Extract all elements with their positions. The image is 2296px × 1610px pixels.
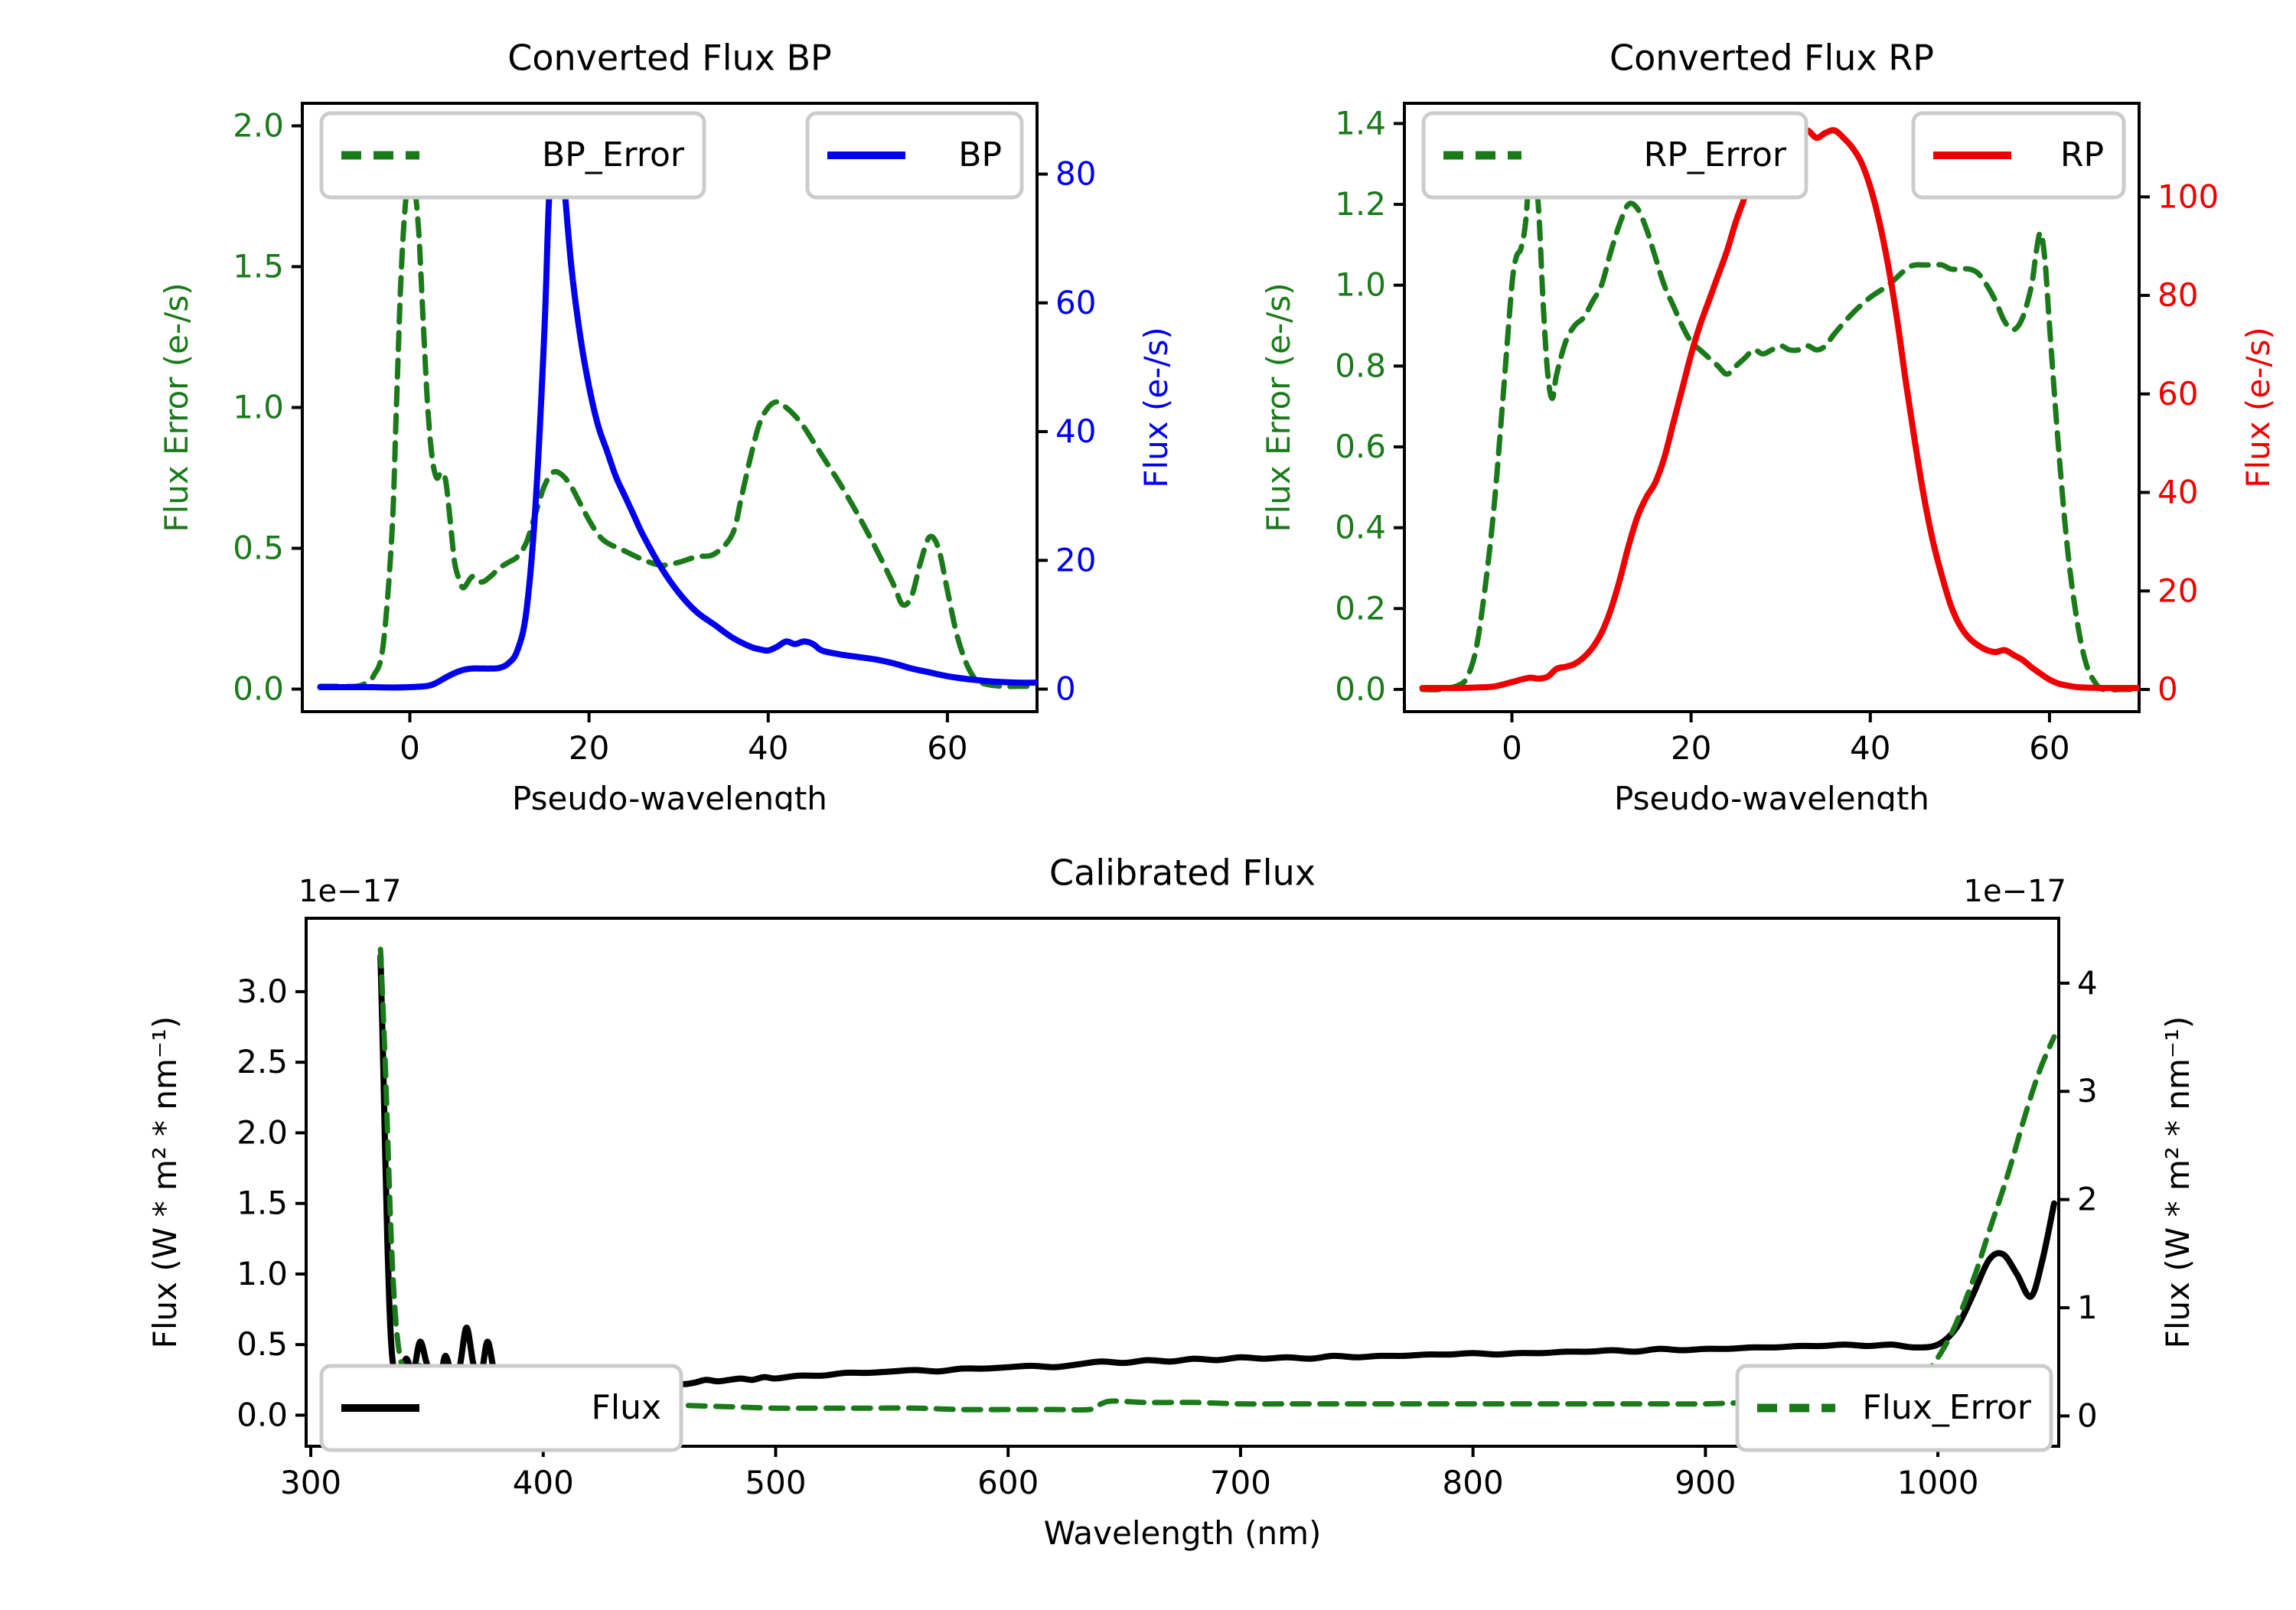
legend-rp[interactable]: RP	[1911, 111, 2126, 200]
legend-box	[1911, 111, 2126, 200]
legend-box	[319, 111, 706, 200]
series-rp-error	[1419, 158, 2139, 693]
chart-calibrated-flux: Calibrated Flux 1e−17 1e−17 300 400 500 600 700…	[146, 852, 2197, 1553]
y-tick-label-right: 1	[2077, 1289, 2098, 1326]
legend-label: Flux_Error	[1862, 1388, 2032, 1427]
y-axis-offset-right: 1e−17	[1964, 874, 2066, 909]
legend-bp[interactable]: BP	[805, 111, 1024, 200]
y-tick-label-right: 0	[1055, 670, 1076, 708]
x-tick-label: 800	[1443, 1464, 1504, 1501]
plot-frame	[1403, 102, 2141, 713]
y-tick-label-right: 40	[1055, 412, 1096, 450]
y-tick-label-right: 2	[2077, 1181, 2098, 1218]
chart-converted-flux-bp: Converted Flux BP 0 20 40 60 Pseudo-wavelengt…	[158, 37, 1175, 818]
y-tick-label-right: 40	[2157, 474, 2198, 511]
y-tick-label-right: 60	[2157, 375, 2198, 412]
x-tick-label: 300	[280, 1464, 341, 1501]
panel-converted-flux-rp: Converted Flux RP 0 20 40 60 Pseudo-wavelengt…	[1102, 0, 2296, 818]
y-tick-label-left: 1.5	[233, 247, 284, 285]
legend-box	[1421, 111, 1808, 200]
y-tick-label-left: 0.5	[233, 530, 284, 567]
chart-title: Converted Flux BP	[507, 37, 832, 79]
legend-label: RP_Error	[1644, 135, 1787, 174]
y-tick-label-left: 2.5	[236, 1043, 288, 1080]
y-tick-label-left: 0.6	[1335, 428, 1386, 465]
x-tick-label: 20	[1671, 729, 1711, 767]
chart-title: Calibrated Flux	[1049, 852, 1316, 894]
chart-converted-flux-rp: Converted Flux RP 0 20 40 60 Pseudo-wavelengt…	[1260, 37, 2277, 818]
legend-label: RP	[2060, 135, 2104, 174]
x-tick-label: 500	[745, 1464, 806, 1501]
legend-box	[805, 111, 1024, 200]
panel-calibrated-flux: Calibrated Flux 1e−17 1e−17 300 400 500 600 700…	[0, 796, 2296, 1607]
x-tick-label: 0	[400, 729, 420, 767]
x-tick-label: 700	[1210, 1464, 1271, 1501]
series-bp	[317, 122, 1037, 691]
y-axis-label-left: Flux (W * m² * nm⁻¹)	[146, 1016, 184, 1349]
series-bp-error	[317, 172, 1037, 689]
y-tick-label-left: 1.0	[236, 1255, 288, 1292]
y-axis-label-left: Flux Error (e-/s)	[1260, 282, 1297, 532]
y-tick-label-right: 0	[2157, 670, 2178, 708]
x-tick-label: 40	[748, 729, 788, 767]
x-tick-label: 60	[927, 729, 967, 767]
y-tick-label-right: 3	[2077, 1072, 2098, 1110]
x-axis-label: Wavelength (nm)	[1044, 1514, 1322, 1552]
y-tick-label-left: 0.0	[236, 1396, 288, 1433]
y-tick-label-right: 0	[2077, 1397, 2098, 1434]
y-tick-label-left: 1.0	[233, 389, 284, 426]
legend-rp-error[interactable]: RP_Error	[1421, 111, 1808, 200]
y-tick-label-left: 0.5	[236, 1325, 288, 1363]
legend-box	[319, 1364, 683, 1452]
legend-label: BP_Error	[542, 135, 685, 174]
y-tick-label-left: 0.0	[233, 670, 284, 708]
y-tick-label-left: 3.0	[236, 973, 288, 1010]
x-axis-label: Pseudo-wavelength	[512, 780, 827, 811]
x-tick-label: 600	[977, 1464, 1039, 1501]
y-tick-label-left: 0.2	[1335, 589, 1386, 627]
legend-flux-error[interactable]: Flux_Error	[1735, 1364, 2053, 1452]
legend-label: BP	[958, 135, 1002, 174]
y-tick-label-right: 20	[1055, 541, 1096, 578]
legend-box	[1735, 1364, 2053, 1452]
y-tick-label-left: 2.0	[233, 106, 284, 144]
y-tick-label-right: 60	[1055, 284, 1096, 321]
x-tick-label: 900	[1675, 1464, 1736, 1501]
y-tick-label-right: 4	[2077, 964, 2098, 1002]
y-axis-label-right: Flux (e-/s)	[2239, 327, 2277, 487]
series-flux	[377, 953, 2057, 1413]
y-tick-label-right: 80	[2157, 276, 2198, 314]
x-tick-label: 400	[513, 1464, 574, 1501]
plot-frame	[305, 917, 2060, 1448]
x-tick-label: 0	[1502, 729, 1522, 767]
legend-flux[interactable]: Flux	[319, 1364, 683, 1452]
panel-converted-flux-bp: Converted Flux BP 0 20 40 60 Pseudo-wavelengt…	[0, 0, 1194, 818]
y-tick-label-right: 100	[2157, 178, 2219, 215]
chart-title: Converted Flux RP	[1609, 37, 1934, 79]
x-tick-label: 60	[2029, 729, 2069, 767]
y-tick-label-left: 2.0	[236, 1113, 288, 1151]
x-tick-label: 40	[1850, 729, 1890, 767]
legend-bp-error[interactable]: BP_Error	[319, 111, 706, 200]
y-tick-label-right: 20	[2157, 572, 2198, 609]
y-tick-label-left: 0.0	[1335, 670, 1386, 708]
y-tick-label-left: 1.4	[1335, 104, 1386, 142]
series-rp	[1419, 127, 2139, 692]
y-tick-label-left: 0.8	[1335, 347, 1386, 384]
y-axis-label-right: Flux (W * m² * nm⁻¹)	[2159, 1016, 2197, 1349]
y-axis-label-left: Flux Error (e-/s)	[158, 282, 195, 532]
legend-label: Flux	[592, 1388, 661, 1427]
y-axis-offset-left: 1e−17	[298, 874, 401, 909]
x-axis-label: Pseudo-wavelength	[1614, 780, 1929, 811]
y-tick-label-right: 80	[1055, 155, 1096, 193]
x-tick-label: 20	[569, 729, 609, 767]
y-tick-label-left: 1.5	[236, 1185, 288, 1222]
y-tick-label-left: 1.2	[1335, 185, 1386, 223]
y-tick-label-left: 0.4	[1335, 509, 1386, 546]
series-flux-error	[377, 947, 2057, 1413]
y-tick-label-left: 1.0	[1335, 266, 1386, 304]
y-axis-label-right: Flux (e-/s)	[1137, 327, 1175, 487]
x-tick-label: 1000	[1897, 1464, 1979, 1501]
